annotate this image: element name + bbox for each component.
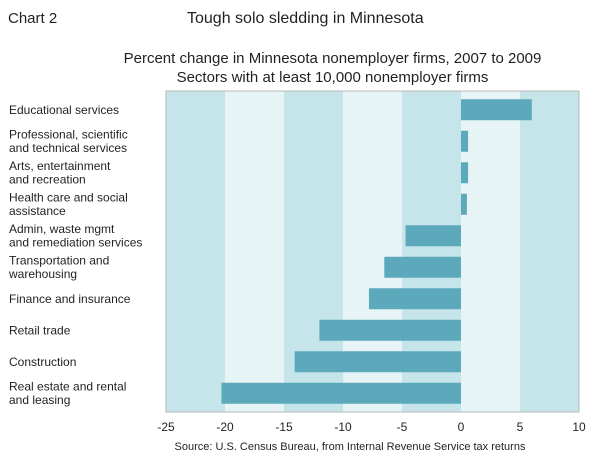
bar: [461, 162, 469, 184]
bar: [368, 288, 461, 310]
category-label: Transportation and: [9, 254, 109, 268]
x-tick-label: 5: [517, 420, 524, 434]
x-tick-label: 0: [458, 420, 465, 434]
category-labels: Educational services Professional, scient…: [8, 103, 142, 407]
bar: [319, 319, 461, 341]
bar: [294, 351, 461, 373]
category-label: and leasing: [9, 393, 70, 407]
bar: [384, 256, 461, 278]
x-tick-label: -25: [157, 420, 175, 434]
background-band: [461, 91, 520, 412]
chart-title: Tough solo sledding in Minnesota: [187, 10, 424, 27]
bar: [405, 225, 461, 247]
category-label: and remediation services: [9, 236, 142, 250]
bar-series: [221, 99, 532, 404]
chart-number-label: Chart 2: [8, 10, 58, 27]
bar: [461, 130, 469, 152]
category-label: assistance: [9, 204, 66, 218]
category-label: Arts, entertainment: [9, 159, 111, 173]
x-tick-label: 10: [572, 420, 586, 434]
category-label: Real estate and rental: [9, 380, 126, 394]
category-label: Professional, scientific: [9, 128, 128, 142]
x-tick-label: -20: [216, 420, 234, 434]
category-label: Construction: [9, 355, 76, 369]
category-label: Retail trade: [9, 323, 71, 337]
x-tick-label: -10: [334, 420, 352, 434]
category-label: warehousing: [8, 267, 77, 281]
plot-border: [165, 90, 580, 413]
background-band: [225, 91, 284, 412]
x-axis-ticks: -25 -20 -15 -10 -5 0 5 10: [157, 420, 586, 434]
x-tick-label: -5: [397, 420, 408, 434]
background-band: [520, 91, 579, 412]
category-label: Finance and insurance: [9, 292, 131, 306]
category-label: and recreation: [9, 173, 86, 187]
bar: [461, 99, 532, 121]
x-tick-label: -15: [275, 420, 293, 434]
category-label: Educational services: [9, 103, 119, 117]
bar: [221, 382, 461, 404]
category-label: and technical services: [9, 141, 127, 155]
category-label: Admin, waste mgmt: [9, 222, 115, 236]
category-label: Health care and social: [9, 191, 128, 205]
bar: [461, 193, 467, 215]
chart-subtitle: Percent change in Minnesota nonemployer …: [123, 50, 542, 67]
background-band: [166, 91, 225, 412]
source-note: Source: U.S. Census Bureau, from Interna…: [174, 441, 526, 453]
plot-frame: [165, 90, 580, 413]
chart-subtitle-secondary: Sectors with at least 10,000 nonemployer…: [176, 69, 489, 86]
